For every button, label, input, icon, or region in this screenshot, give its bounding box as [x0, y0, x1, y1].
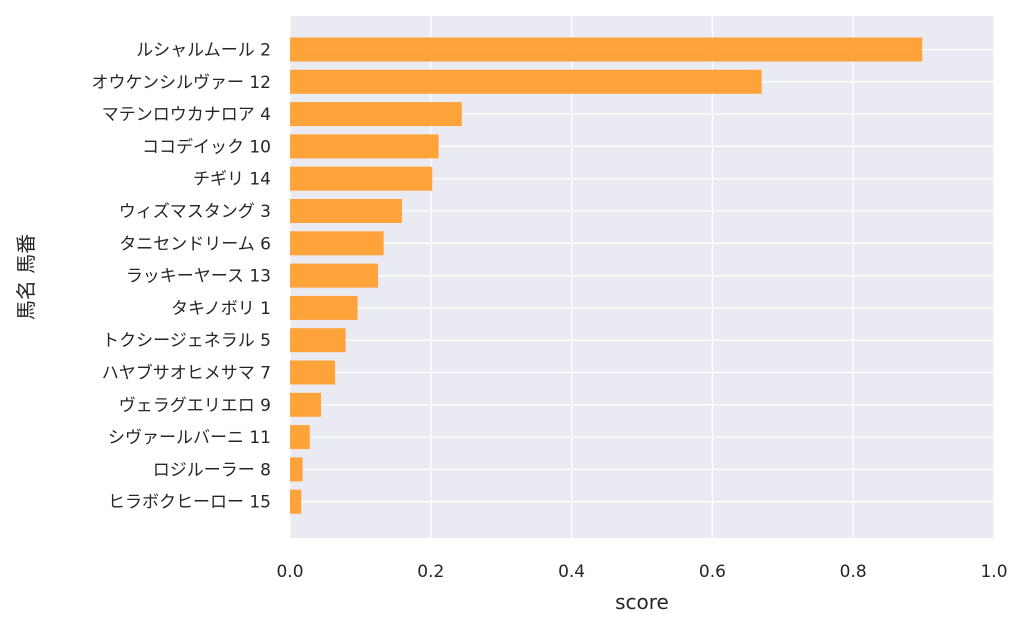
y-tick-label: トクシージェネラル 5: [102, 331, 271, 351]
y-tick-label: オウケンシルヴァー 12: [91, 73, 271, 93]
y-tick-label: ココデイック 10: [142, 136, 271, 157]
bars: [290, 37, 923, 514]
y-tick-label: ヴェラグエリエロ 9: [119, 396, 271, 416]
y-tick-label: ウィズマスタング 3: [119, 202, 271, 222]
y-tick-label: ラッキーヤース 13: [126, 267, 271, 287]
x-tick-label: 0.0: [276, 562, 303, 582]
x-tick-label: 0.2: [417, 562, 444, 582]
x-tick-label: 1.0: [980, 562, 1007, 582]
bar-10: [290, 328, 346, 353]
bar-7: [290, 231, 384, 256]
bar-5: [290, 166, 433, 191]
x-tick-labels: 0.0 0.2 0.4 0.6 0.8 1.0: [276, 562, 1007, 582]
bar-12: [290, 392, 321, 417]
bar-13: [290, 425, 310, 450]
y-tick-label: ルシャルムール 2: [136, 41, 271, 61]
y-tick-label: シヴァールバーニ 11: [108, 428, 271, 448]
bar-3: [290, 102, 462, 127]
x-tick-label: 0.4: [558, 562, 585, 582]
bar-9: [290, 295, 358, 320]
bar-4: [290, 134, 439, 159]
bar-8: [290, 263, 378, 288]
x-tick-label: 0.6: [699, 562, 726, 582]
plot-area: [290, 16, 994, 538]
y-tick-label: チギリ 14: [193, 170, 271, 190]
y-tick-label: マテンロウカナロア 4: [102, 105, 271, 125]
y-tick-labels: ルシャルムール 2 オウケンシルヴァー 12 マテンロウカナロア 4 ココデイック 1…: [91, 41, 271, 513]
y-tick-label: ヒラボクヒーロー 15: [108, 493, 271, 513]
bar-6: [290, 199, 402, 223]
y-tick-label: ハヤブサオヒメサマ 7: [102, 363, 271, 384]
bar-1: [290, 37, 923, 62]
bar-11: [290, 360, 336, 385]
y-axis-title: 馬名 馬番: [14, 234, 38, 320]
x-tick-label: 0.8: [840, 562, 867, 582]
y-tick-label: ロジルーラー 8: [153, 460, 271, 480]
bar-14: [290, 457, 303, 482]
y-tick-label: タニセンドリーム 6: [119, 234, 271, 254]
bar-2: [290, 69, 762, 94]
bar-15: [290, 489, 302, 514]
x-axis-title: score: [615, 590, 669, 614]
y-tick-label: タキノボリ 1: [171, 299, 271, 319]
